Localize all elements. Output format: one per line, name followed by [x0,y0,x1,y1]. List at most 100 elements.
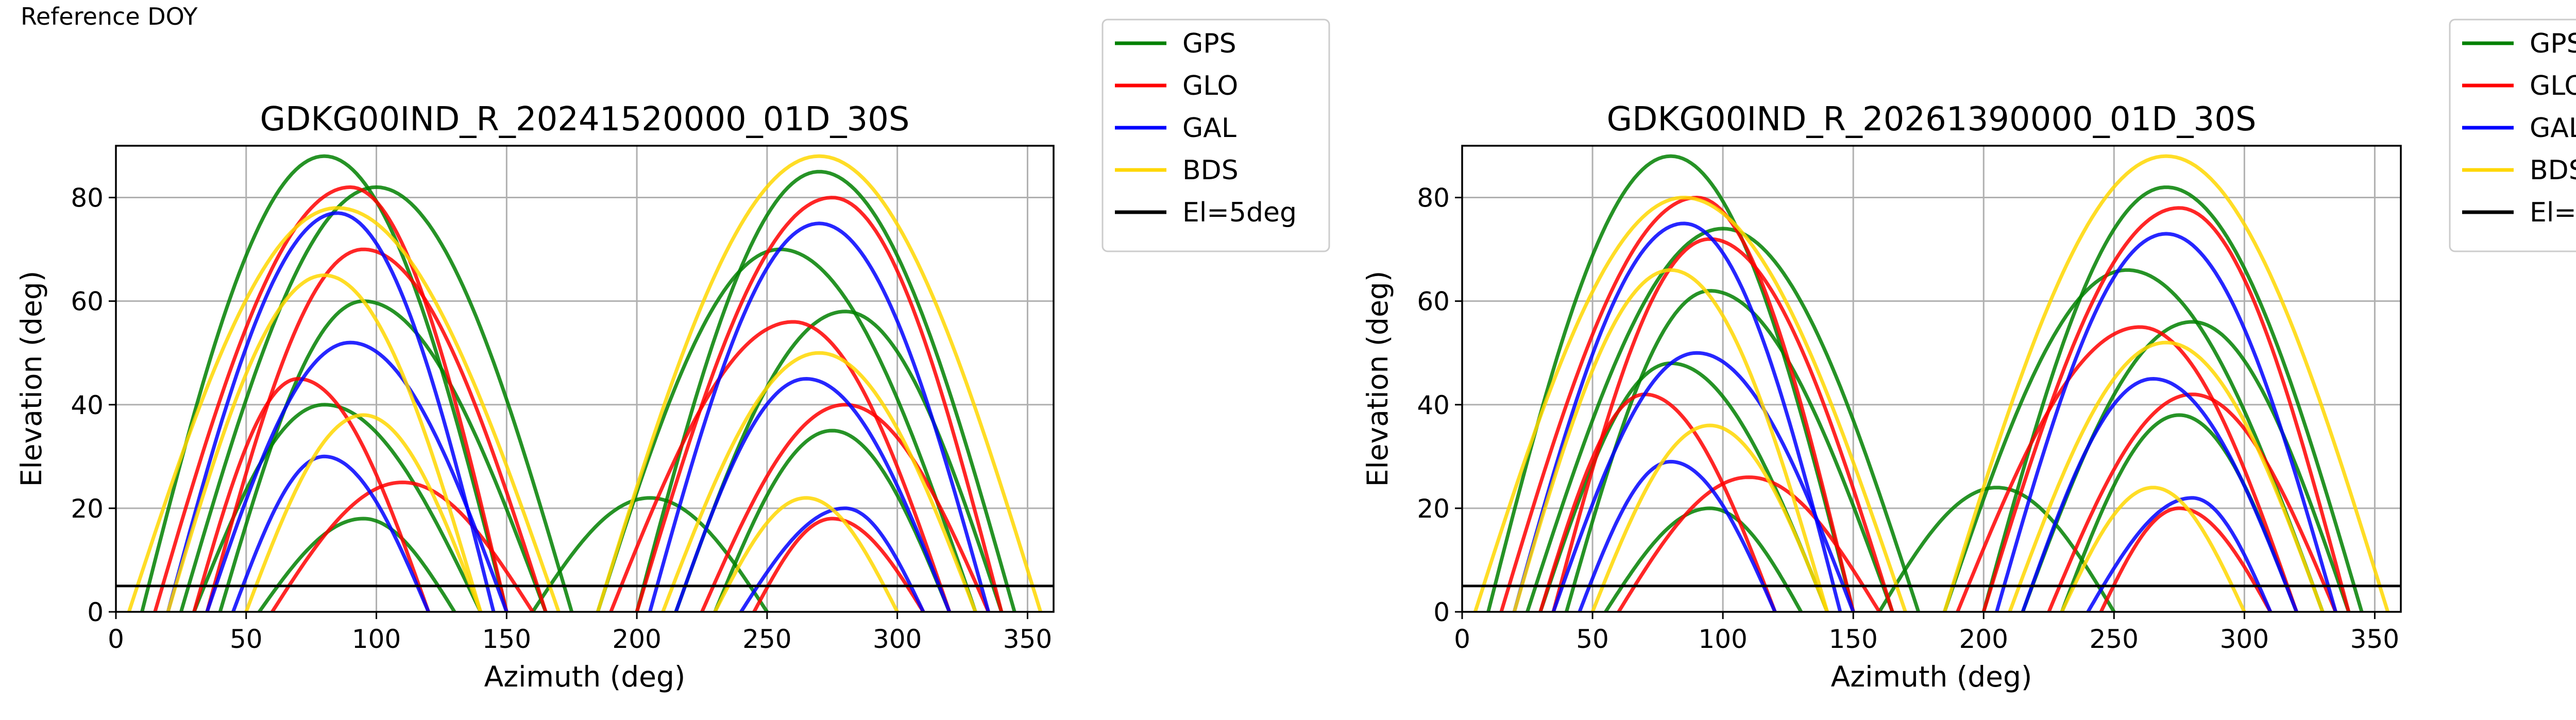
x-tick-label: 200 [612,624,661,654]
x-tick-label: 350 [1003,624,1052,654]
x-tick-label: 50 [230,624,263,654]
satellite-track-gps [218,299,548,612]
satellite-track-bds [2060,486,2246,612]
series-bds [127,154,1043,612]
y-tick-label: 60 [71,287,104,317]
x-tick-label: 150 [1828,624,1877,654]
y-tick-label: 0 [87,597,104,627]
satellite-track-gps [1564,289,1894,612]
chart-panel-left: 0 50 100 150 200 250 300 350 0 20 40 60 80 GDKG00IND_… [15,19,1330,693]
y-tick-label: 80 [1417,183,1450,213]
satellite-track-glo [1551,237,1894,612]
satellite-track-glo [192,376,431,612]
satellite-track-gps [713,428,952,612]
satellite-track-gal [1995,232,2337,612]
satellite-track-bds [166,273,483,612]
satellite-track-gal [1578,459,1777,612]
x-tick-label: 0 [1454,624,1470,654]
reference-doy-caption: Reference DOY [21,3,198,30]
satellite-track-gal [1551,351,1855,612]
plot-area [127,154,1043,612]
satellite-track-bds [127,206,561,612]
satellite-track-gal [231,454,431,612]
satellite-track-bds [1590,423,1829,612]
legend-label-gps: GPS [2530,28,2576,59]
series-gps [1486,154,2364,612]
satellite-track-bds [596,154,1043,612]
x-tick-label: 50 [1576,624,1609,654]
chart-panel-right: 0 50 100 150 200 250 300 350 0 20 40 60 80 GDKG00IND_… [1361,19,2576,693]
satellite-track-gps [1942,268,2325,612]
satellite-track-bds [713,496,900,612]
satellite-track-gal [674,376,952,612]
satellite-track-gal [648,221,991,612]
y-tick-label: 40 [71,390,104,420]
legend-label-bds: BDS [1182,155,1239,186]
satellite-track-gal [1512,221,1842,612]
x-tick-label: 0 [108,624,124,654]
series-glo [153,185,1004,612]
axes-frame [115,145,1055,613]
series-glo [1499,196,2351,612]
x-tick-label: 250 [2090,624,2139,654]
satellite-track-bds [244,413,483,612]
y-tick-label: 60 [1417,287,1450,317]
satellite-track-glo [1538,392,1777,612]
satellite-track-gal [166,211,496,612]
x-axis-label: Azimuth (deg) [1831,660,2032,693]
gridlines [1461,146,2401,613]
x-tick-label: 100 [352,624,401,654]
satellite-track-glo [752,517,925,612]
satellite-track-gps [179,185,574,612]
satellite-track-gps [1526,227,1921,612]
satellite-track-glo [1499,196,1855,612]
y-tick-label: 20 [71,494,104,524]
legend-label-gal: GAL [1182,113,1236,144]
legend: GPS GLO GAL BDS El=5deg [2449,19,2576,252]
y-tick-label: 20 [1417,494,1450,524]
satellite-track-glo [205,247,548,612]
satellite-track-glo [270,481,535,612]
y-axis-label: Elevation (deg) [1361,271,1394,487]
chart-title: GDKG00IND_R_20241520000_01D_30S [260,100,909,139]
legend-label-bds: BDS [2530,155,2576,186]
legend-box [2449,19,2576,252]
x-tick-label: 200 [1959,624,2008,654]
satellite-track-glo [1617,475,1882,612]
x-tick-label: 250 [742,624,791,654]
satellite-track-gps [1981,185,2364,612]
legend-box [1101,19,1330,252]
satellite-track-bds [2008,340,2325,612]
satellite-track-glo [2047,392,2337,612]
satellite-track-bds [661,351,977,612]
legend-label-gal: GAL [2530,113,2576,144]
satellite-track-gps [1603,506,1803,612]
satellite-track-gps [1486,154,1855,612]
satellite-track-bds [1473,196,1907,612]
series-gal [1512,221,2337,612]
satellite-track-glo [1956,325,2299,612]
satellite-track-bds [1512,268,1829,612]
satellite-track-glo [1981,206,2351,612]
satellite-track-gps [596,247,977,612]
satellite-track-bds [1942,154,2390,612]
legend-label-gps: GPS [1182,28,1236,59]
satellite-track-gal [2021,376,2299,612]
x-axis-label: Azimuth (deg) [484,660,686,693]
y-axis-label: Elevation (deg) [15,271,48,487]
plot-area [1473,154,2390,612]
chart-title: GDKG00IND_R_20261390000_01D_30S [1606,100,2256,139]
satellite-track-gps [635,169,1016,612]
x-tick-label: 300 [2220,624,2269,654]
y-tick-label: 80 [71,183,104,213]
legend-label-glo: GLO [2530,71,2576,101]
x-tick-label: 300 [873,624,922,654]
legend-label-elevation-mask: El=5deg [1182,197,1297,228]
satellite-track-glo [609,320,952,612]
series-bds [1473,154,2390,612]
satellite-track-gps [1877,486,2116,612]
legend: GPS GLO GAL BDS El=5deg [1101,19,1330,252]
axes-frame [1461,145,2402,613]
y-tick-label: 0 [1433,597,1450,627]
